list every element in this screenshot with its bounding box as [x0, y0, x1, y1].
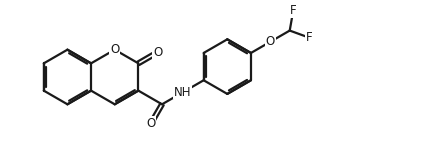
Text: F: F: [306, 31, 312, 44]
Text: F: F: [290, 4, 297, 17]
Text: O: O: [110, 43, 119, 56]
Text: O: O: [266, 35, 275, 48]
Text: NH: NH: [174, 86, 192, 99]
Text: O: O: [153, 46, 162, 59]
Text: O: O: [146, 117, 155, 130]
